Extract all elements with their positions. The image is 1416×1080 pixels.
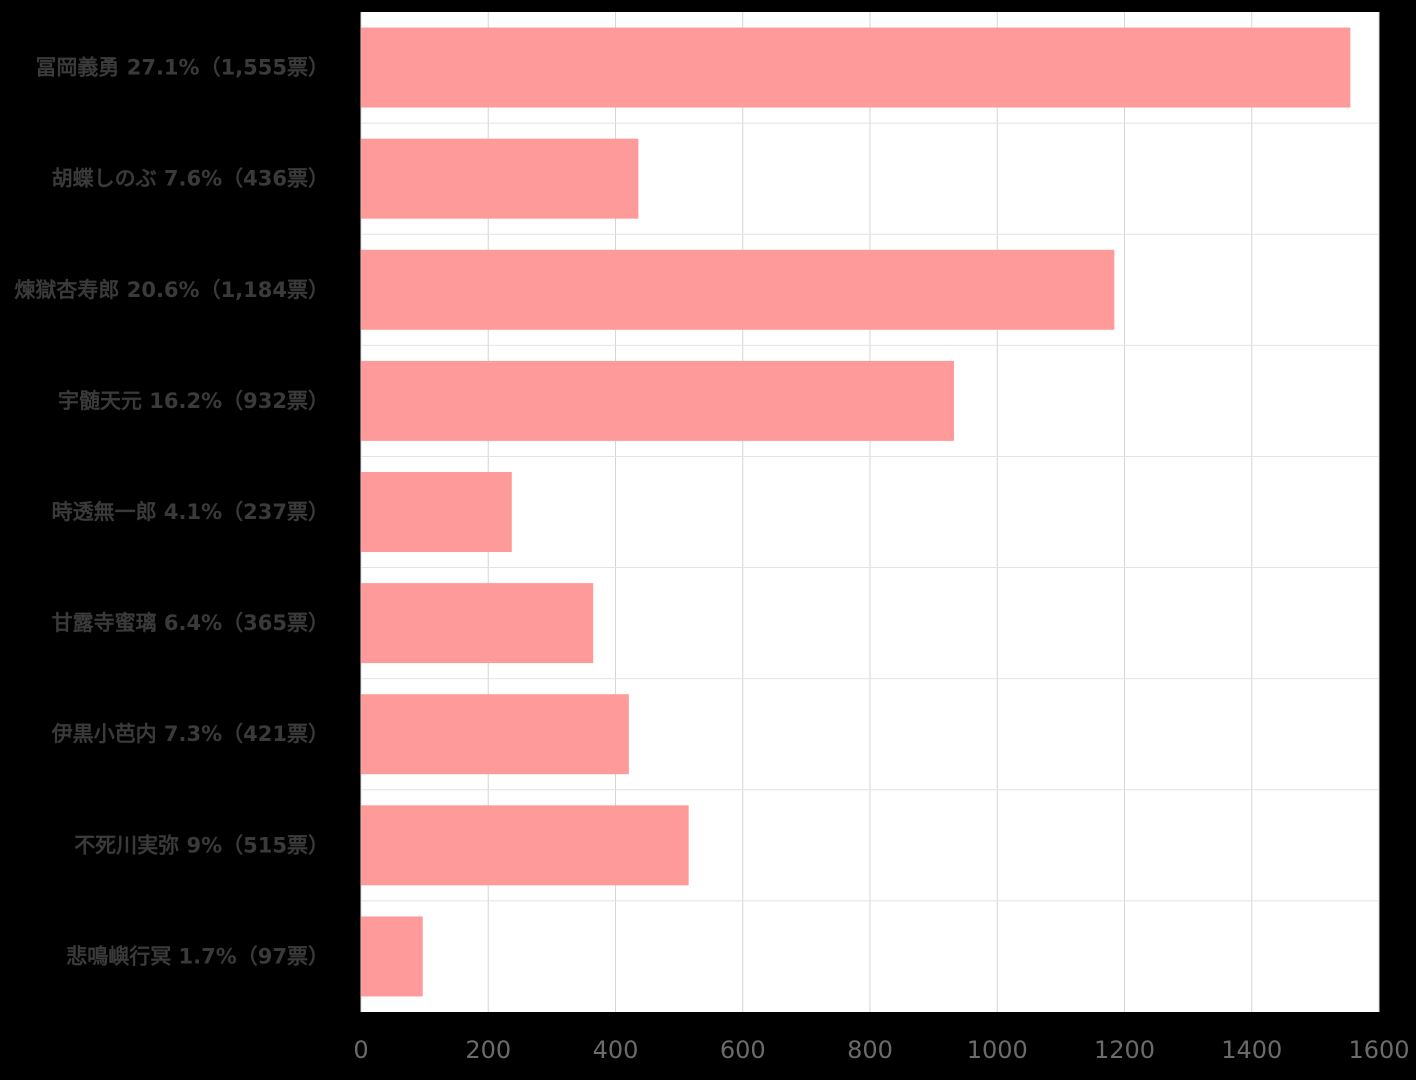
category-label: 時透無一郎 4.1%（237票）: [52, 500, 329, 524]
x-tick-label: 0: [353, 1036, 368, 1064]
x-tick-label: 1000: [967, 1036, 1028, 1064]
bar: [361, 472, 512, 552]
x-tick-label: 1600: [1348, 1036, 1409, 1064]
category-label: 伊黒小芭内 7.3%（421票）: [51, 722, 329, 746]
x-tick-label: 800: [847, 1036, 893, 1064]
category-label: 不死川実弥 9%（515票）: [74, 833, 329, 857]
x-tick-label: 200: [465, 1036, 511, 1064]
bar: [361, 916, 423, 997]
x-tick-label: 1400: [1221, 1036, 1282, 1064]
x-tick-label: 1200: [1094, 1036, 1155, 1064]
gridlines: [360, 12, 1380, 1012]
bars: [361, 27, 1351, 997]
category-label: 煉獄杏寿郎 20.6%（1,184票）: [14, 278, 329, 302]
x-tick-label: 400: [593, 1036, 639, 1064]
bar: [361, 138, 639, 219]
category-label: 宇髄天元 16.2%（932票）: [58, 389, 329, 413]
bar: [361, 805, 689, 886]
bar: [361, 360, 954, 441]
category-label: 冨岡義勇 27.1%（1,555票）: [35, 56, 329, 80]
x-tick-label: 600: [720, 1036, 766, 1064]
bar: [361, 249, 1115, 330]
category-labels: 冨岡義勇 27.1%（1,555票） 胡蝶しのぶ 7.6%（436票） 煉獄杏寿郎 …: [14, 56, 329, 969]
x-tick-labels: 0 200 400 600 800 1000 1200 1400 1600: [353, 1036, 1409, 1064]
bar: [361, 583, 594, 664]
category-label: 胡蝶しのぶ 7.6%（436票）: [52, 167, 329, 191]
bar: [361, 694, 629, 775]
category-label: 悲鳴嶼行冥 1.7%（97票）: [66, 944, 329, 968]
category-label: 甘露寺蜜璃 6.4%（365票）: [52, 611, 329, 635]
bar: [361, 27, 1351, 108]
